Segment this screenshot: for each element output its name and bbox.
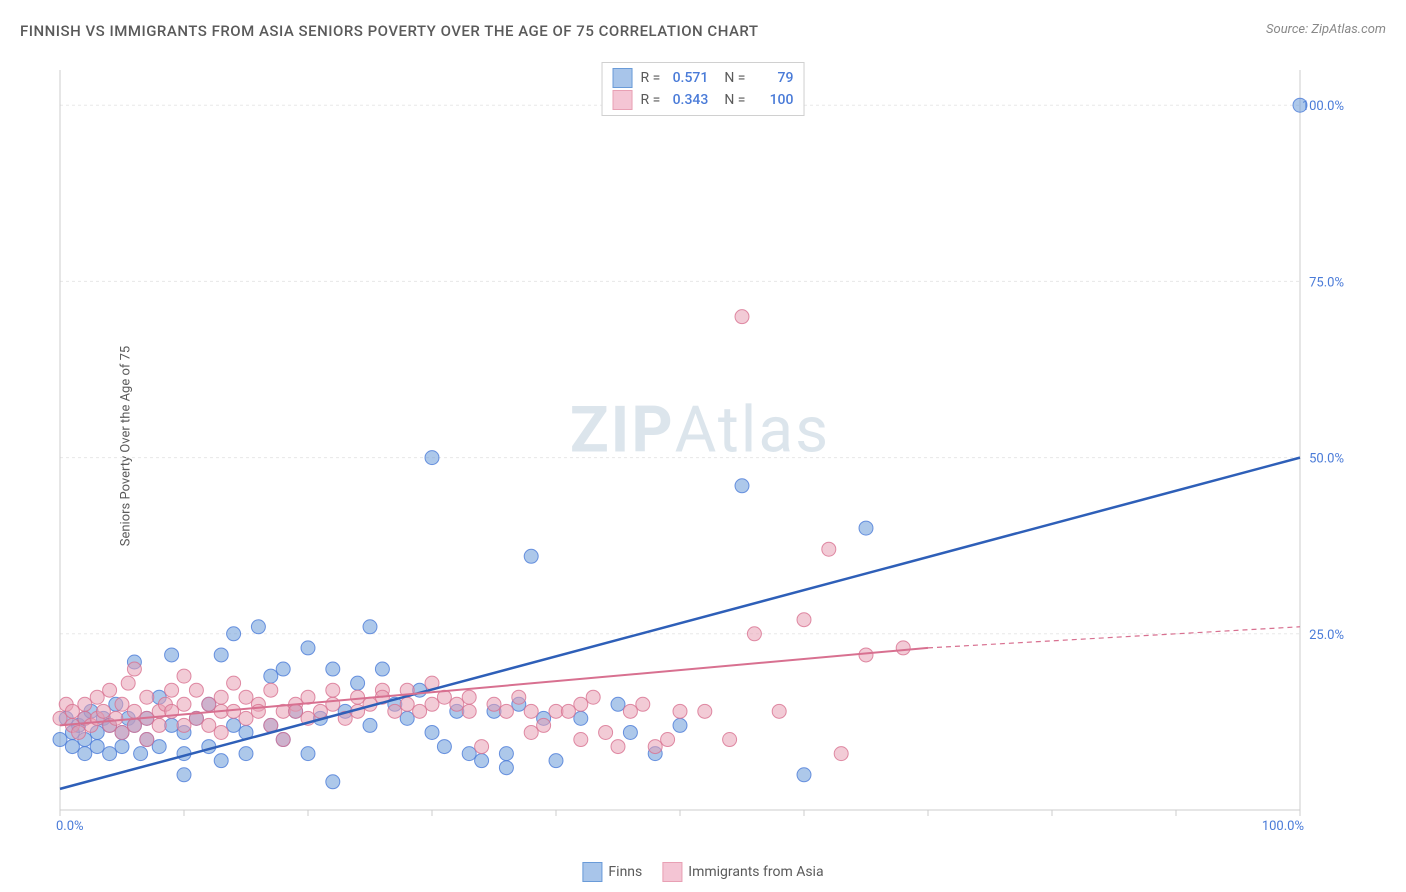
scatter-chart: 25.0% 50.0% 75.0% 100.0% 0.0% 100.0%	[50, 60, 1350, 830]
source-attribution: Source: ZipAtlas.com	[1266, 22, 1386, 37]
chart-area: ZIPAtlas 25.0%50.0%75.0%100.0%0.0%100.0%	[50, 60, 1350, 830]
correlation-legend: R = 0.571 N = 79 R = 0.343 N = 100	[602, 62, 805, 116]
n-label: N =	[724, 70, 745, 86]
legend-swatch	[613, 90, 633, 110]
legend-item: Immigrants from Asia	[662, 862, 823, 882]
legend-row: R = 0.343 N = 100	[613, 89, 794, 111]
legend-label: Immigrants from Asia	[688, 864, 823, 880]
n-value: 100	[753, 92, 793, 108]
svg-text:0.0%: 0.0%	[56, 819, 84, 830]
svg-text:50.0%: 50.0%	[1309, 452, 1344, 467]
legend-swatch	[613, 68, 633, 88]
legend-swatch	[582, 862, 602, 882]
n-label: N =	[724, 92, 745, 108]
chart-title: FINNISH VS IMMIGRANTS FROM ASIA SENIORS …	[20, 22, 759, 40]
svg-text:100.0%: 100.0%	[1262, 819, 1304, 830]
legend-label: Finns	[608, 864, 642, 880]
r-label: R =	[641, 92, 661, 108]
r-value: 0.571	[668, 70, 708, 86]
svg-text:25.0%: 25.0%	[1309, 628, 1344, 643]
n-value: 79	[753, 70, 793, 86]
legend-swatch	[662, 862, 682, 882]
legend-item: Finns	[582, 862, 642, 882]
r-value: 0.343	[668, 92, 708, 108]
svg-text:75.0%: 75.0%	[1309, 275, 1344, 290]
legend-row: R = 0.571 N = 79	[613, 67, 794, 89]
series-legend: Finns Immigrants from Asia	[582, 862, 823, 882]
svg-text:100.0%: 100.0%	[1302, 99, 1344, 114]
r-label: R =	[641, 70, 661, 86]
